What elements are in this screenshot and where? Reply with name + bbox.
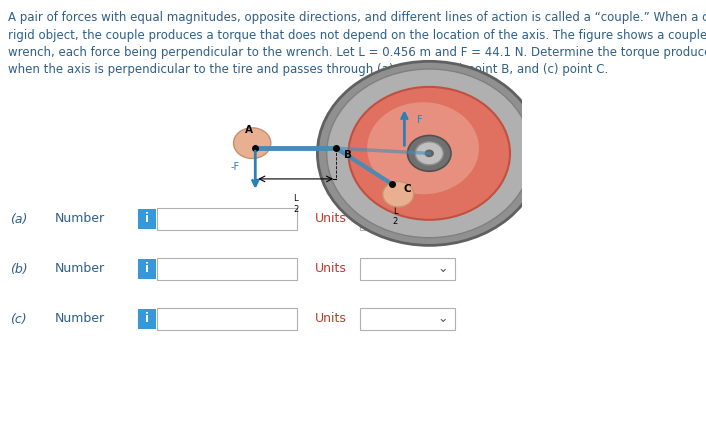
Text: A pair of forces with equal magnitudes, opposite directions, and different lines: A pair of forces with equal magnitudes, … <box>8 11 706 77</box>
Text: i: i <box>145 262 149 276</box>
Text: L
2: L 2 <box>393 207 397 227</box>
Text: Number: Number <box>55 213 105 225</box>
Text: (c): (c) <box>10 313 27 325</box>
Circle shape <box>383 181 414 207</box>
Circle shape <box>415 142 443 165</box>
Circle shape <box>424 150 434 157</box>
Text: C: C <box>404 184 412 194</box>
Bar <box>138 259 156 279</box>
Circle shape <box>349 87 510 220</box>
Circle shape <box>318 61 541 245</box>
Circle shape <box>407 135 451 171</box>
Circle shape <box>327 69 532 238</box>
Text: ⌄: ⌄ <box>438 213 448 225</box>
Bar <box>157 308 297 330</box>
Text: A: A <box>245 125 253 135</box>
Bar <box>360 308 455 330</box>
Text: ⌄: ⌄ <box>438 262 448 276</box>
Text: Units: Units <box>315 262 347 276</box>
Bar <box>157 258 297 280</box>
Text: L
2: L 2 <box>293 194 299 214</box>
Text: B: B <box>345 150 352 161</box>
Bar <box>138 209 156 229</box>
Text: i: i <box>145 313 149 325</box>
Text: Units: Units <box>315 213 347 225</box>
Bar <box>360 208 455 230</box>
Circle shape <box>367 102 479 194</box>
Text: (b): (b) <box>10 262 28 276</box>
Bar <box>138 309 156 329</box>
Bar <box>157 208 297 230</box>
Text: (a): (a) <box>10 213 28 225</box>
Text: F: F <box>417 115 423 125</box>
Text: i: i <box>145 213 149 225</box>
Circle shape <box>234 128 271 158</box>
Text: Number: Number <box>55 262 105 276</box>
Bar <box>360 258 455 280</box>
Text: -F: -F <box>231 162 239 172</box>
Text: ⌄: ⌄ <box>438 313 448 325</box>
Text: Units: Units <box>315 313 347 325</box>
Text: Number: Number <box>55 313 105 325</box>
